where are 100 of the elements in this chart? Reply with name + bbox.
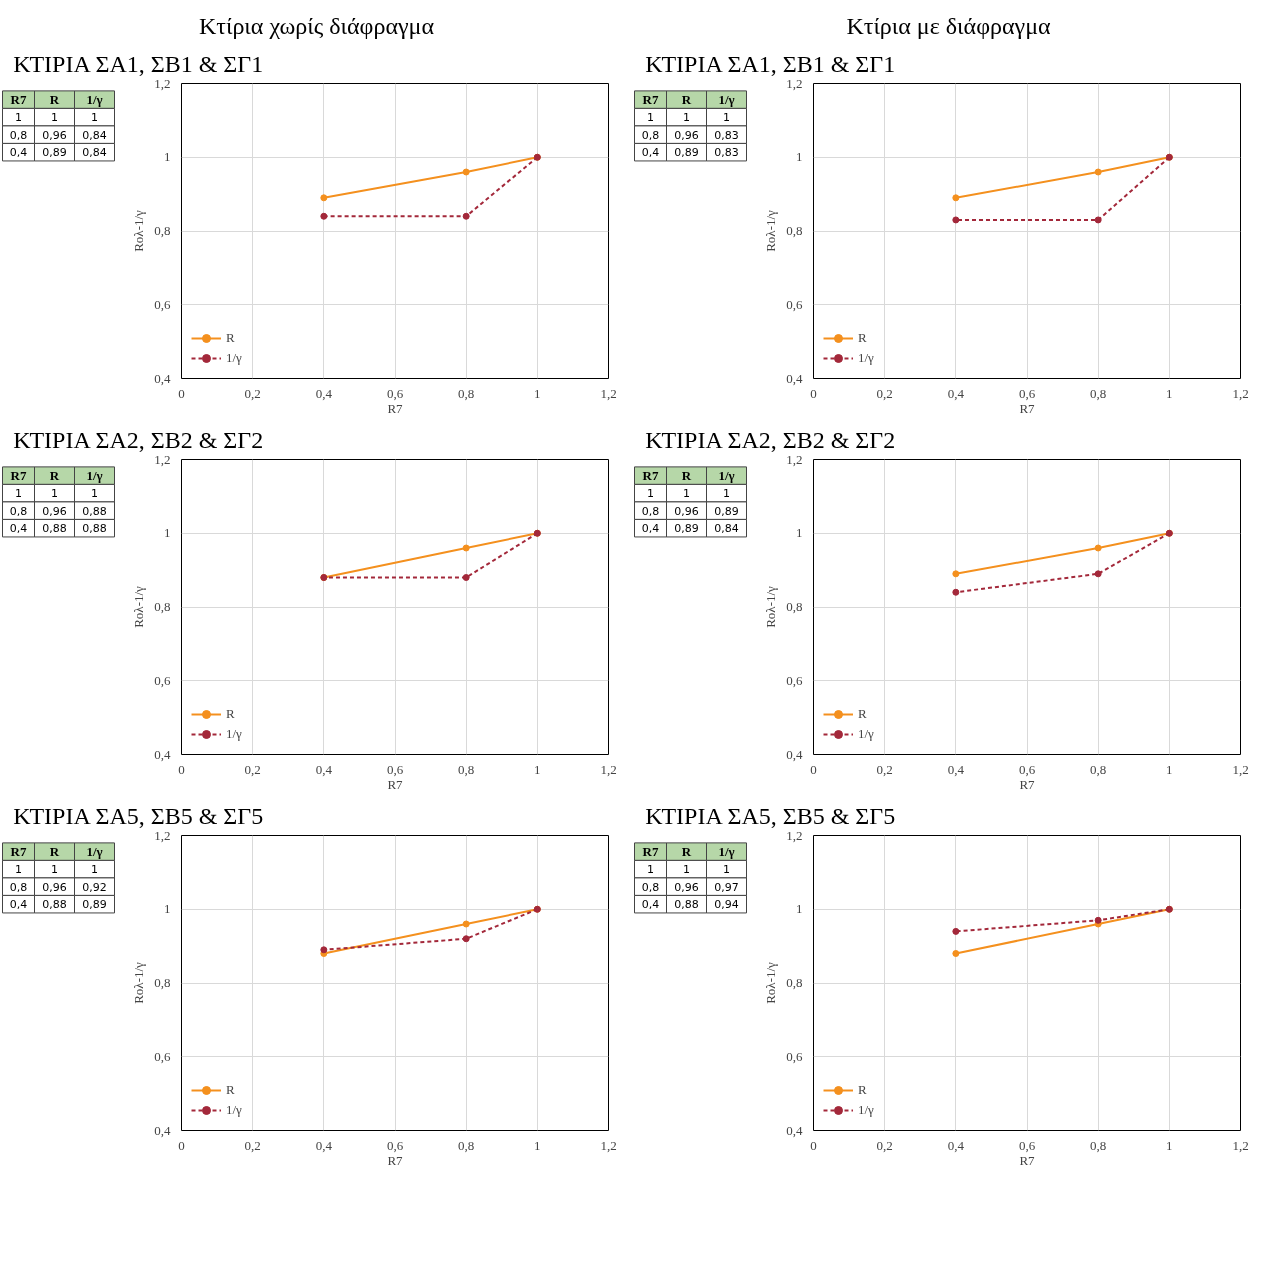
x-tick-label: 1: [534, 385, 541, 401]
category-label: 1/γ: [718, 844, 735, 860]
y-tick-label: 0,4: [154, 1122, 171, 1138]
x-tick-label: 0,6: [386, 761, 404, 777]
y-tick-label: 0,6: [154, 672, 171, 688]
y-tick-label: 0,6: [154, 296, 171, 312]
y-tick-label: 0,4: [154, 370, 171, 386]
point: [1094, 570, 1102, 578]
x-tick-label: 0,8: [458, 761, 475, 777]
text: 0,84: [714, 522, 739, 536]
x-axis-title: R7: [387, 1152, 404, 1168]
y-tick-label: 1,2: [154, 451, 171, 467]
text: 1: [683, 111, 690, 125]
y-tick-label: 1,2: [786, 827, 803, 843]
point: [1094, 916, 1102, 924]
x-axis-title: R7: [1019, 400, 1036, 416]
chart-title: ΚΤΙΡΙΑ ΣΑ5, ΣΒ5 & ΣΓ5: [13, 803, 264, 830]
point: [1094, 544, 1102, 552]
text: 1: [647, 487, 654, 501]
x-tick-label: 0,2: [876, 1137, 893, 1153]
y-axis-title: Roλ-1/γ: [763, 961, 779, 1004]
category-label: R: [49, 844, 60, 860]
category-label: 1/γ: [718, 92, 735, 108]
y-tick-label: 0,4: [786, 370, 803, 386]
legend-label: R: [226, 1082, 236, 1098]
y-tick-label: 1: [164, 901, 171, 917]
point: [320, 212, 328, 220]
text: 0,94: [714, 898, 739, 912]
y-tick-label: 1: [164, 525, 171, 541]
x-tick-label: 0: [810, 385, 817, 401]
y-tick-label: 0,8: [786, 975, 803, 990]
legend-label: R: [858, 706, 868, 722]
text: 0,8: [9, 128, 28, 142]
category-label: R: [681, 92, 692, 108]
text: 1: [15, 487, 22, 501]
x-tick-label: 0,2: [876, 385, 893, 401]
category-label: 1/γ: [718, 468, 735, 484]
y-tick-label: 1,2: [786, 451, 803, 467]
y-tick-label: 0,4: [786, 746, 803, 762]
text: 0,4: [641, 898, 660, 912]
x-tick-label: 0: [178, 385, 185, 401]
y-axis-title: Roλ-1/γ: [763, 585, 779, 628]
y-tick-label: 0,4: [786, 1122, 803, 1138]
x-tick-label: 0,4: [947, 761, 965, 777]
y-tick-label: 1: [796, 149, 803, 165]
x-tick-label: 1: [534, 761, 541, 777]
text: 0,88: [82, 522, 107, 536]
chart-title: ΚΤΙΡΙΑ ΣΑ2, ΣΒ2 & ΣΓ2: [645, 427, 896, 454]
point: [320, 194, 328, 202]
text: 1: [51, 487, 58, 501]
category-label: R7: [10, 468, 27, 484]
text: 1: [723, 487, 730, 501]
text: 0,8: [9, 880, 28, 894]
legend-label: 1/γ: [858, 726, 875, 742]
text: 1: [91, 487, 98, 501]
chart-title: ΚΤΙΡΙΑ ΣΑ1, ΣΒ1 & ΣΓ1: [13, 51, 264, 78]
y-tick-label: 0,8: [154, 599, 171, 614]
legend-label: R: [226, 330, 236, 346]
legend-label: R: [858, 330, 868, 346]
x-tick-label: 0,6: [386, 1137, 404, 1153]
point: [462, 920, 470, 928]
x-tick-label: 0: [810, 1137, 817, 1153]
text: 0,89: [82, 898, 107, 912]
category-label: R7: [642, 92, 659, 108]
x-tick-label: 0,8: [1090, 761, 1107, 777]
x-tick-label: 0,2: [244, 1137, 261, 1153]
legend-label: 1/γ: [226, 350, 243, 366]
y-axis-title: Roλ-1/γ: [131, 209, 147, 252]
y-tick-label: 0,6: [154, 1048, 171, 1064]
text: 0,83: [714, 128, 739, 142]
text: 0,8: [641, 128, 660, 142]
x-tick-label: 0: [178, 761, 185, 777]
point: [952, 216, 960, 224]
y-tick-label: 0,8: [154, 223, 171, 238]
text: 0,96: [42, 880, 67, 894]
text: 0,84: [82, 128, 107, 142]
y-axis-title: Roλ-1/γ: [763, 209, 779, 252]
y-tick-label: 0,6: [786, 1048, 803, 1064]
text: 1: [683, 487, 690, 501]
text: 0,89: [714, 504, 739, 518]
text: 1: [683, 863, 690, 877]
point: [952, 194, 960, 202]
text: 0,8: [9, 504, 28, 518]
point: [952, 570, 960, 578]
x-tick-label: 1: [1166, 1137, 1173, 1153]
x-tick-label: 0,4: [315, 761, 333, 777]
point: [952, 950, 960, 957]
text: 0,88: [674, 898, 699, 912]
x-tick-label: 0,2: [244, 385, 261, 401]
category-label: R: [681, 468, 692, 484]
x-tick-label: 1,2: [1232, 385, 1249, 401]
text: 0,89: [42, 146, 67, 160]
y-tick-label: 1,2: [154, 827, 171, 843]
x-tick-label: 0,4: [315, 1137, 333, 1153]
category-label: 1/γ: [86, 92, 103, 108]
legend-label: 1/γ: [858, 350, 875, 366]
legend-label: 1/γ: [226, 1102, 243, 1118]
text: 0,88: [42, 522, 67, 536]
y-tick-label: 0,6: [786, 296, 803, 312]
y-tick-label: 1,2: [786, 75, 803, 91]
